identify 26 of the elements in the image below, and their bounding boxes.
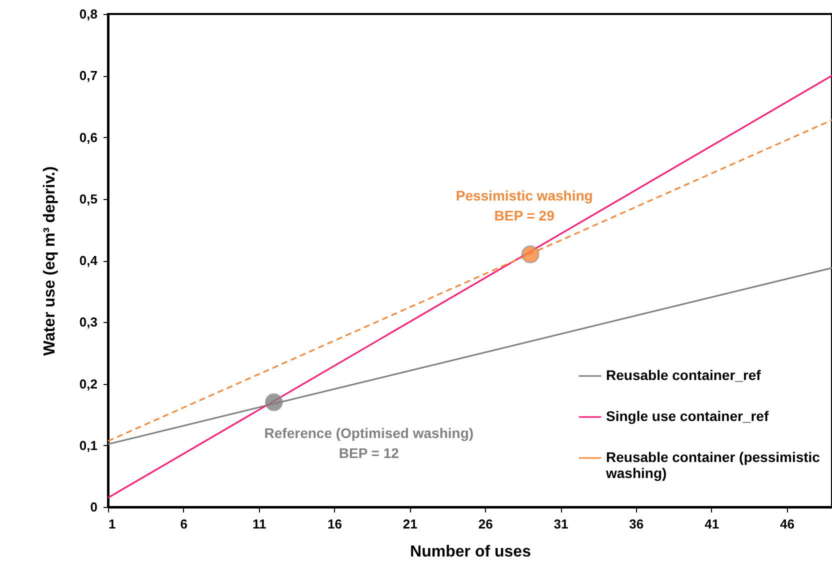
annotation: Reference (Optimised washing) BEP = 12 — [264, 425, 474, 462]
y-tick-label: 0 — [90, 500, 98, 514]
legend-label: Reusable container_ref — [606, 367, 762, 383]
y-tick-label: 0,6 — [79, 130, 98, 145]
annotation: Pessimistic washing BEP = 29 — [456, 187, 593, 224]
legend-label: Single use container_ref — [606, 408, 769, 424]
x-axis-title: Number of uses — [410, 544, 532, 560]
legend-label: Reusable container (pessimistic washing) — [605, 449, 820, 481]
x-tick-label: 21 — [402, 516, 418, 532]
x-tick-label: 16 — [328, 516, 342, 532]
x-tick-label: 26 — [478, 516, 493, 532]
y-tick-label: 0,2 — [79, 376, 98, 392]
x-tick-label: 1 — [108, 516, 116, 532]
x-tick-label: 6 — [180, 516, 188, 532]
y-tick-label: 0,5 — [79, 191, 98, 206]
x-tick-label: 46 — [780, 516, 794, 532]
x-tick-label: 11 — [252, 516, 266, 532]
y-axis-title: Water use (eq m³ depriv.) — [41, 166, 58, 356]
y-tick-label: 0,8 — [79, 6, 98, 22]
x-tick-label: 31 — [554, 516, 568, 532]
x-tick-label: 36 — [629, 516, 644, 532]
y-tick-label: 0,1 — [79, 438, 98, 453]
y-tick-label: 0,3 — [79, 314, 98, 330]
y-tick-label: 0,4 — [79, 253, 98, 268]
x-tick-label: 41 — [704, 516, 720, 532]
y-tick-label: 0,7 — [79, 68, 98, 84]
